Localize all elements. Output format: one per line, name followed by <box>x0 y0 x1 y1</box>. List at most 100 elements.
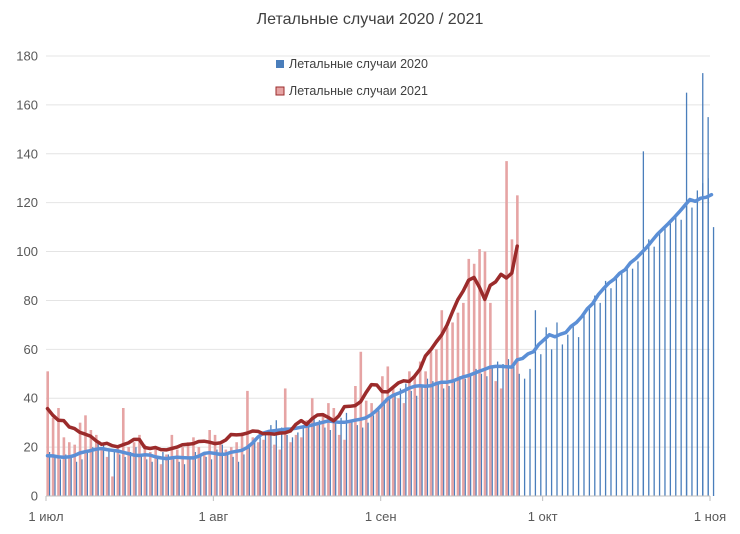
y-tick-label-120: 120 <box>16 195 38 210</box>
2021-bar-9 <box>94 434 98 496</box>
2020-bar-56 <box>351 420 353 496</box>
2021-bar-65 <box>397 398 400 496</box>
2020-bar-79 <box>475 368 477 496</box>
2021-bar-74 <box>445 327 449 496</box>
2021-bar-52 <box>327 403 330 496</box>
2021-bar-4 <box>67 442 71 496</box>
2021-bar-63 <box>386 366 390 496</box>
y-tick-label-20: 20 <box>24 440 38 455</box>
line-2021-moving-average <box>45 244 519 452</box>
2020-bar-27 <box>194 452 196 496</box>
2021-bar-3 <box>62 437 66 496</box>
2020-bar-89 <box>529 368 531 496</box>
2020-bar-74 <box>448 386 450 496</box>
2021-bar-39 <box>256 442 260 496</box>
2020-bar-61 <box>378 410 380 496</box>
2020-bar-106 <box>621 271 623 496</box>
bars-2021 <box>46 161 519 497</box>
2021-bar-18 <box>143 444 147 496</box>
2021-bar-82 <box>489 302 492 496</box>
legend-label-2021: Летальные случаи 2021 <box>289 84 428 98</box>
x-tick-label-0: 1 июл <box>28 509 63 524</box>
2021-bar-17 <box>138 434 141 496</box>
2020-bar-0 <box>48 452 51 496</box>
2020-bar-66 <box>405 383 407 496</box>
2020-bar-47 <box>302 427 304 496</box>
2020-bar-9 <box>97 442 99 496</box>
2021-bar-41 <box>267 432 271 496</box>
2020-bar-3 <box>65 454 67 496</box>
2020-bar-2 <box>59 459 61 496</box>
2021-bar-44 <box>283 388 287 496</box>
2021-bar-51 <box>321 415 325 496</box>
2021-bar-31 <box>213 434 217 496</box>
2021-bar-35 <box>235 442 238 496</box>
2020-bar-14 <box>124 456 126 496</box>
2020-bar-50 <box>318 420 321 496</box>
2021-bar-8 <box>89 430 93 496</box>
2021-bar-66 <box>402 403 406 496</box>
2020-bar-16 <box>135 447 137 496</box>
2021-bar-33 <box>224 449 228 496</box>
2021-bar-23 <box>170 434 174 496</box>
y-gridlines <box>46 55 710 448</box>
2021-bar-15 <box>127 447 130 496</box>
2020-bar-119 <box>691 207 693 497</box>
2020-bar-73 <box>442 388 445 496</box>
2021-bar-29 <box>202 452 206 496</box>
2021-bar-60 <box>370 403 373 496</box>
2020-bar-80 <box>480 373 483 496</box>
2020-bar-115 <box>669 222 672 496</box>
2020-bar-111 <box>648 239 650 497</box>
2021-bar-57 <box>354 386 357 496</box>
2020-bar-48 <box>308 422 310 496</box>
2020-bar-63 <box>388 398 391 496</box>
2020-bar-64 <box>394 393 396 496</box>
y-tick-label-40: 40 <box>24 391 38 406</box>
2020-bar-49 <box>313 415 315 496</box>
2020-bar-1 <box>54 456 56 496</box>
x-tick-labels: 1 июл 1 авг 1 сен 1 окт 1 ноя <box>28 509 726 524</box>
2020-bar-105 <box>615 276 618 496</box>
2020-bar-43 <box>281 427 283 496</box>
legend-swatch-2020 <box>276 60 284 68</box>
2021-bar-6 <box>78 422 82 496</box>
2021-bar-43 <box>278 449 282 496</box>
2020-bar-17 <box>140 454 142 496</box>
2020-bar-77 <box>464 378 466 496</box>
2021-bar-59 <box>364 400 368 496</box>
2020-bar-101 <box>594 295 596 496</box>
2020-bar-59 <box>367 422 369 496</box>
2021-bar-61 <box>375 408 379 496</box>
x-tick-label-1: 1 авг <box>198 509 228 524</box>
2021-bar-24 <box>175 449 179 496</box>
2020-bar-35 <box>237 461 240 496</box>
2021-bar-27 <box>192 437 195 496</box>
2020-bar-58 <box>362 427 364 496</box>
2021-bar-38 <box>251 437 255 496</box>
2021-bar-37 <box>246 390 249 496</box>
2020-bar-71 <box>432 381 434 496</box>
2021-bar-0 <box>46 371 49 496</box>
2020-bar-103 <box>604 280 607 496</box>
2021-bar-10 <box>100 449 103 496</box>
2021-bar-72 <box>435 349 438 496</box>
2020-bar-93 <box>550 349 553 496</box>
2020-bar-23 <box>173 459 175 496</box>
2020-bar-90 <box>534 310 537 496</box>
2021-bar-34 <box>229 447 233 496</box>
2020-bar-120 <box>696 190 699 496</box>
y-tick-label-140: 140 <box>16 146 38 161</box>
2021-bar-42 <box>273 444 276 496</box>
2020-bar-30 <box>210 459 213 496</box>
2020-bar-72 <box>437 383 439 496</box>
2021-bar-13 <box>116 447 120 496</box>
2020-bar-104 <box>610 288 612 496</box>
2020-bar-78 <box>469 373 472 496</box>
2020-bar-123 <box>712 227 715 496</box>
y-tick-label-0: 0 <box>31 489 38 504</box>
2020-spike-110 <box>642 151 645 497</box>
2021-bar-75 <box>451 322 454 496</box>
2020-bar-96 <box>567 334 569 496</box>
2020-bar-57 <box>356 425 358 496</box>
